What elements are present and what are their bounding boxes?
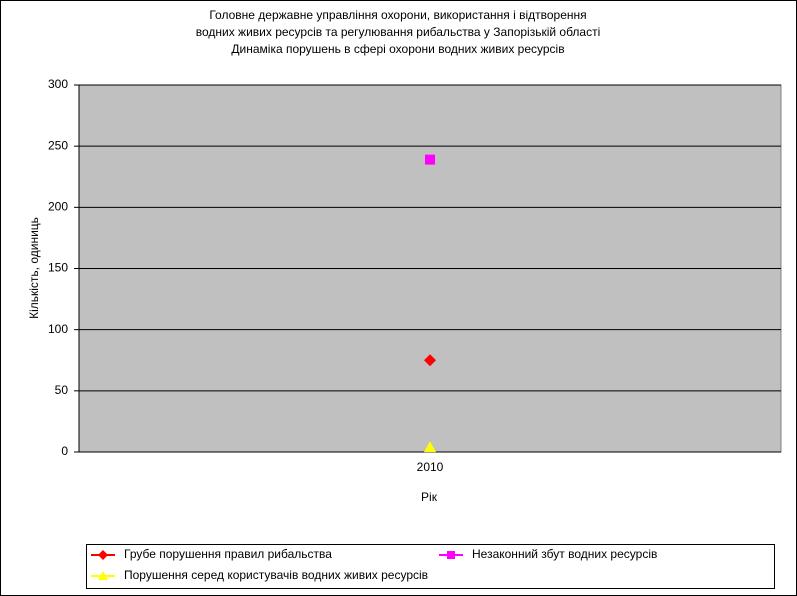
chart-title: водних живих ресурсів та регулювання риб…: [196, 25, 601, 39]
chart-title: Головне державне управління охорони, вик…: [209, 8, 586, 22]
y-tick-label: 300: [48, 77, 68, 91]
legend: [86, 544, 775, 589]
marker: [424, 354, 436, 367]
x-tick-label: 2010: [417, 460, 444, 474]
chart-title: Динаміка порушень в сфері охорони водних…: [231, 42, 564, 56]
y-tick-label: 150: [48, 261, 68, 275]
y-axis-title: Кількість, одиниць: [27, 217, 41, 319]
y-tick-label: 100: [48, 322, 68, 336]
legend-label: Порушення серед користувачів водних живи…: [124, 568, 428, 582]
legend-label: Грубе порушення правил рибальства: [124, 547, 332, 561]
x-axis-title: Рік: [421, 490, 438, 504]
marker: [447, 551, 455, 559]
marker: [424, 441, 436, 453]
y-tick-label: 50: [55, 383, 69, 397]
y-tick-label: 250: [48, 138, 68, 152]
marker: [98, 571, 108, 580]
y-tick-label: 0: [61, 444, 68, 458]
marker: [98, 550, 108, 560]
y-tick-label: 200: [48, 200, 68, 214]
marker: [425, 154, 435, 165]
legend-label: Незаконний збут водних ресурсів: [472, 547, 657, 561]
